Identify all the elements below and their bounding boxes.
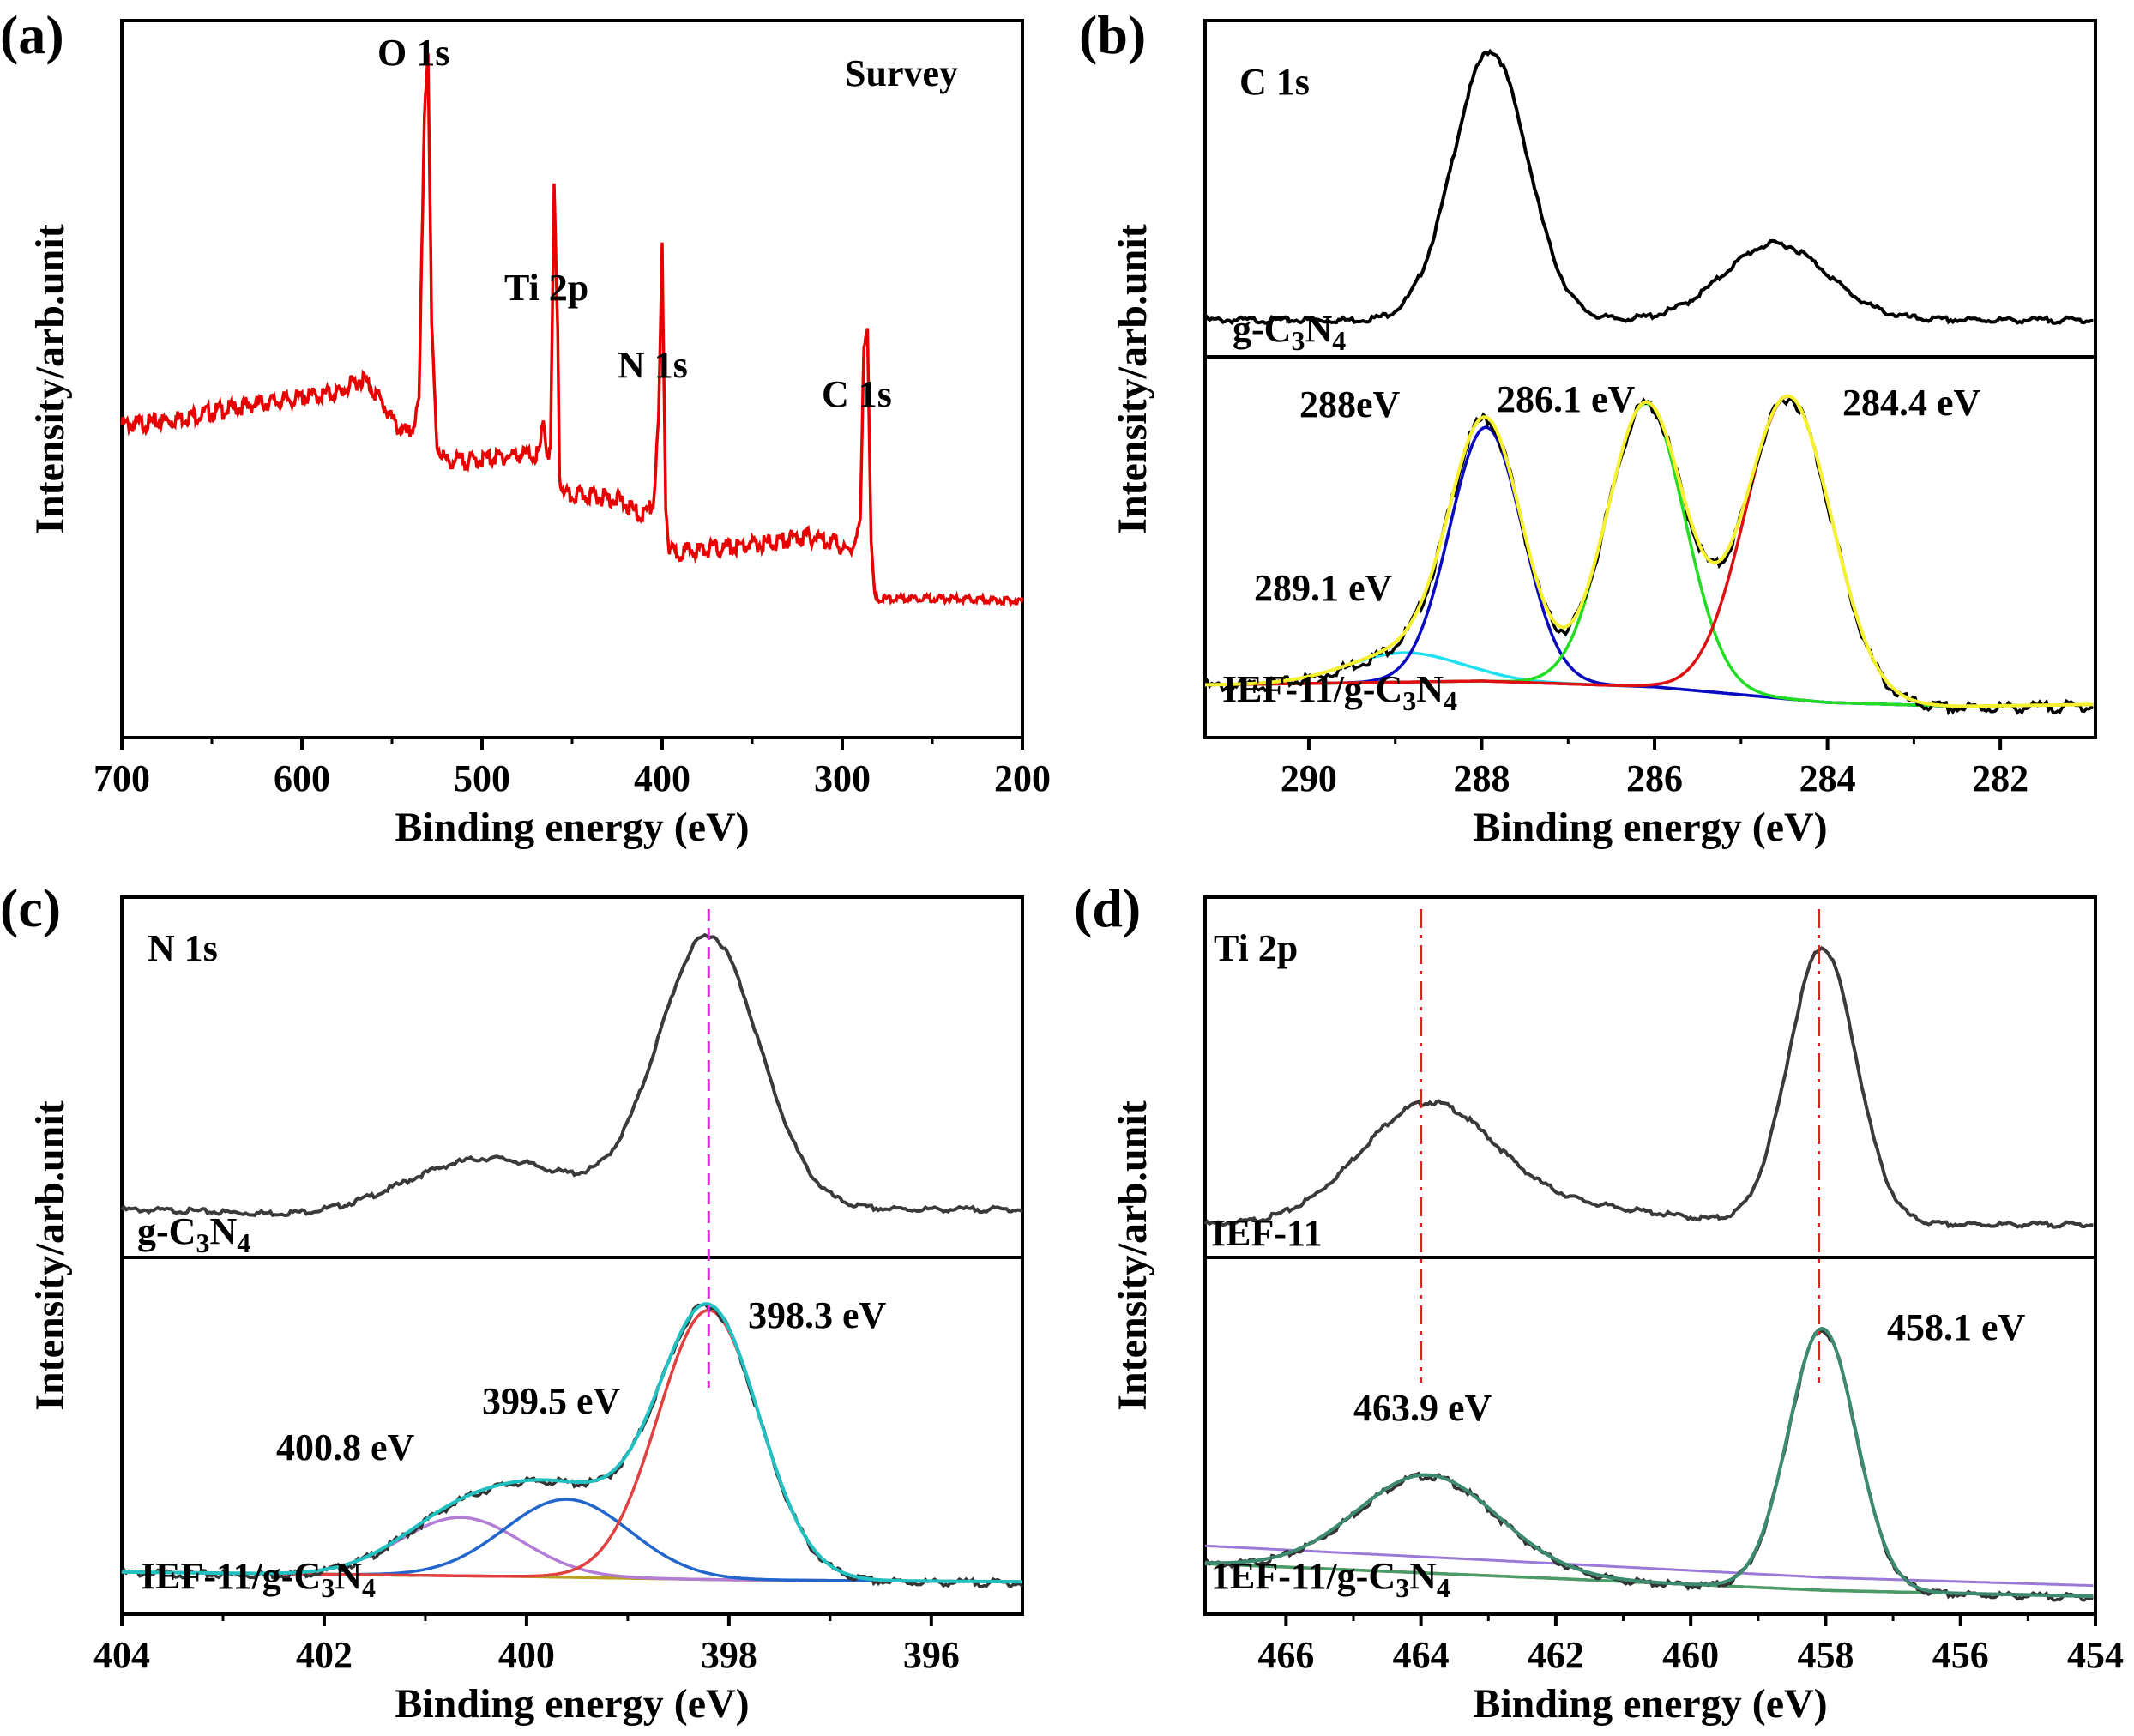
component-line	[1205, 395, 2094, 708]
panel-b-bottom-label: IEF-11/g-C3N4	[1222, 668, 1457, 716]
panel-c-title: N 1s	[148, 927, 218, 969]
panel-d-top-label: IEF-11	[1211, 1212, 1323, 1254]
peak-label-286-1: 286.1 eV	[1497, 378, 1636, 420]
x-tick-label: 600	[274, 757, 330, 799]
survey-spectrum-line	[120, 52, 1024, 608]
top-spectrum-line	[120, 932, 1024, 1218]
ti2p-label: Ti 2p	[504, 267, 588, 309]
x-tick-label: 500	[454, 757, 510, 799]
panel-b-curves	[1203, 48, 2094, 716]
panel-d: (d) 466 464 462 460 458 456 454 Ti 2p IEF-11 1…	[1074, 877, 2124, 1727]
panel-c: (c) 404 402 400 398 396 N 1s g-C3N4 IEF-11/g…	[0, 877, 1024, 1727]
x-tick-label: 290	[1281, 757, 1337, 799]
x-tick-label: 700	[93, 757, 150, 799]
panel-b-ylabel: Intensity/arb.unit	[1110, 224, 1155, 533]
peak-label-458-1: 458.1 eV	[1887, 1306, 2026, 1348]
panel-c-letter: (c)	[0, 877, 61, 938]
x-tick-label: 288	[1453, 757, 1510, 799]
panel-a-letter: (a)	[0, 4, 64, 65]
panel-c-x-axis: 404 402 400 398 396	[93, 1614, 960, 1676]
x-tick-label: 200	[994, 757, 1051, 799]
component-line	[121, 1308, 1022, 1583]
x-tick-label: 282	[1972, 757, 2029, 799]
panel-a: (a) 700 600 500 400 300 200 Survey O 1s Ti 2p…	[0, 4, 1051, 850]
panel-d-curves	[1203, 909, 2094, 1602]
x-tick-label: 454	[2067, 1634, 2124, 1676]
panel-b-top-label: g-C3N4	[1233, 308, 1346, 356]
panel-d-x-axis: 466 464 462 460 458 456 454	[1257, 1614, 2124, 1676]
panel-d-letter: (d)	[1074, 877, 1141, 938]
panel-a-x-axis: 700 600 500 400 300 200	[93, 738, 1051, 799]
x-tick-label: 460	[1662, 1634, 1719, 1676]
envelope-line	[1204, 394, 2094, 708]
x-tick-label: 456	[1932, 1634, 1989, 1676]
peak-label-398-3: 398.3 eV	[748, 1294, 887, 1336]
x-tick-label: 284	[1799, 757, 1856, 799]
panel-d-xlabel: Binding energy (eV)	[1473, 1681, 1827, 1727]
x-tick-label: 400	[498, 1634, 555, 1676]
envelope-line	[1204, 1326, 2094, 1599]
peak-label-289-1: 289.1 eV	[1254, 567, 1393, 609]
x-tick-label: 300	[814, 757, 871, 799]
peak-label-399-5: 399.5 eV	[482, 1380, 621, 1422]
second-background-line	[1204, 1544, 2094, 1588]
top-spectrum-line	[1203, 48, 2094, 326]
panel-a-xlabel: Binding energy (eV)	[395, 805, 749, 850]
c1s-label: C 1s	[822, 373, 892, 415]
panel-b: (b) 290 288 286 284 282 C 1s g-C3N4 IEF-11/g…	[1079, 4, 2097, 850]
panel-c-top-label: g-C3N4	[137, 1210, 250, 1258]
panel-c-xlabel: Binding energy (eV)	[395, 1681, 749, 1727]
panel-a-title: Survey	[845, 52, 958, 94]
panel-c-bottom-label: IEF-11/g-C3N4	[141, 1555, 376, 1603]
panel-b-letter: (b)	[1079, 4, 1146, 65]
panel-c-curves	[120, 909, 1024, 1588]
raw-spectrum-line	[120, 1302, 1024, 1588]
panel-c-ylabel: Intensity/arb.unit	[27, 1100, 73, 1410]
panel-a-ylabel: Intensity/arb.unit	[27, 224, 73, 533]
envelope-line	[121, 1302, 1022, 1584]
x-tick-label: 458	[1797, 1634, 1854, 1676]
x-tick-label: 464	[1393, 1634, 1450, 1676]
panel-b-xlabel: Binding energy (eV)	[1473, 805, 1827, 850]
raw-spectrum-line	[1203, 396, 2094, 716]
panel-b-frame	[1203, 19, 2097, 739]
x-tick-label: 398	[701, 1634, 757, 1676]
x-tick-label: 466	[1257, 1634, 1314, 1676]
panel-b-x-axis: 290 288 286 284 282	[1281, 738, 2029, 799]
top-spectrum-line	[1203, 945, 2094, 1229]
panel-b-title: C 1s	[1239, 61, 1310, 103]
component-line	[1205, 401, 2094, 708]
o1s-label: O 1s	[377, 32, 449, 74]
peak-label-288: 288eV	[1299, 383, 1401, 425]
x-tick-label: 400	[634, 757, 690, 799]
peak-label-463-9: 463.9 eV	[1353, 1387, 1492, 1429]
x-tick-label: 402	[296, 1634, 353, 1676]
panel-d-title: Ti 2p	[1214, 927, 1298, 969]
peak-label-284-4: 284.4 eV	[1842, 382, 1981, 424]
n1s-label: N 1s	[618, 344, 688, 386]
x-tick-label: 462	[1528, 1634, 1584, 1676]
x-tick-label: 396	[903, 1634, 960, 1676]
panel-d-ylabel: Intensity/arb.unit	[1110, 1100, 1155, 1410]
peak-label-400-8: 400.8 eV	[276, 1426, 415, 1468]
x-tick-label: 286	[1626, 757, 1683, 799]
panel-d-bottom-label: 1EF-11/g-C3N4	[1211, 1555, 1450, 1603]
x-tick-label: 404	[93, 1634, 150, 1676]
